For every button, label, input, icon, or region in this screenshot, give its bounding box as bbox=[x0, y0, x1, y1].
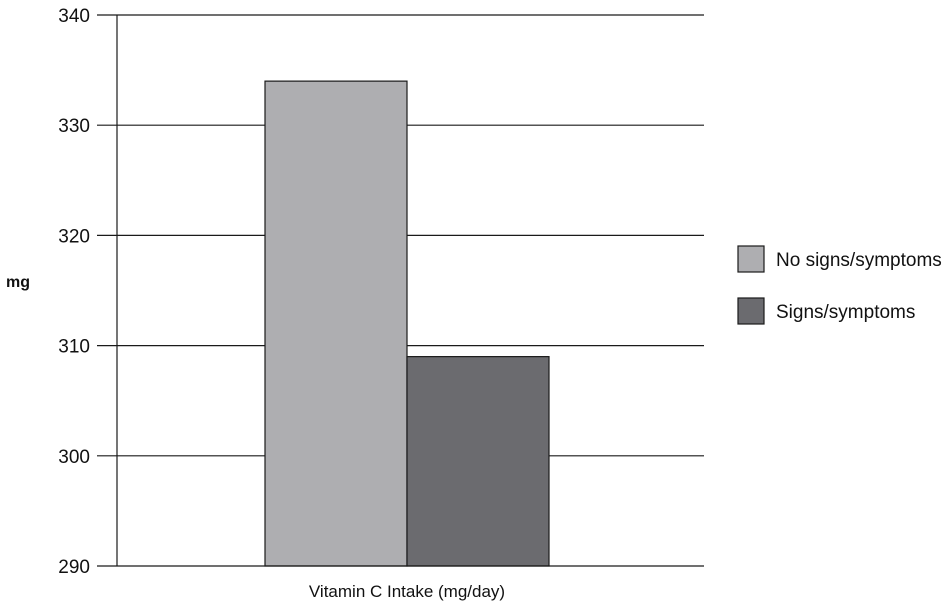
y-tick-label: 340 bbox=[58, 6, 90, 27]
legend: No signs/symptoms Signs/symptoms bbox=[737, 245, 942, 325]
y-tick-label: 330 bbox=[58, 116, 90, 137]
x-axis-label: Vitamin C Intake (mg/day) bbox=[309, 582, 505, 601]
bar-no-signs-symptoms bbox=[264, 80, 408, 567]
legend-swatch bbox=[737, 245, 765, 273]
y-tick-labels: 290 300 310 320 330 340 bbox=[58, 6, 90, 578]
bars bbox=[264, 80, 550, 567]
legend-swatch bbox=[737, 297, 765, 325]
legend-label: No signs/symptoms bbox=[776, 250, 942, 271]
y-tick-label: 320 bbox=[58, 226, 90, 247]
y-axis-label: mg bbox=[6, 274, 30, 291]
y-tick-label: 290 bbox=[58, 557, 90, 578]
y-tick-label: 310 bbox=[58, 337, 90, 358]
y-tick-label: 300 bbox=[58, 447, 90, 468]
bar-signs-symptoms bbox=[406, 356, 550, 567]
legend-label: Signs/symptoms bbox=[776, 302, 915, 323]
axes bbox=[97, 15, 704, 567]
